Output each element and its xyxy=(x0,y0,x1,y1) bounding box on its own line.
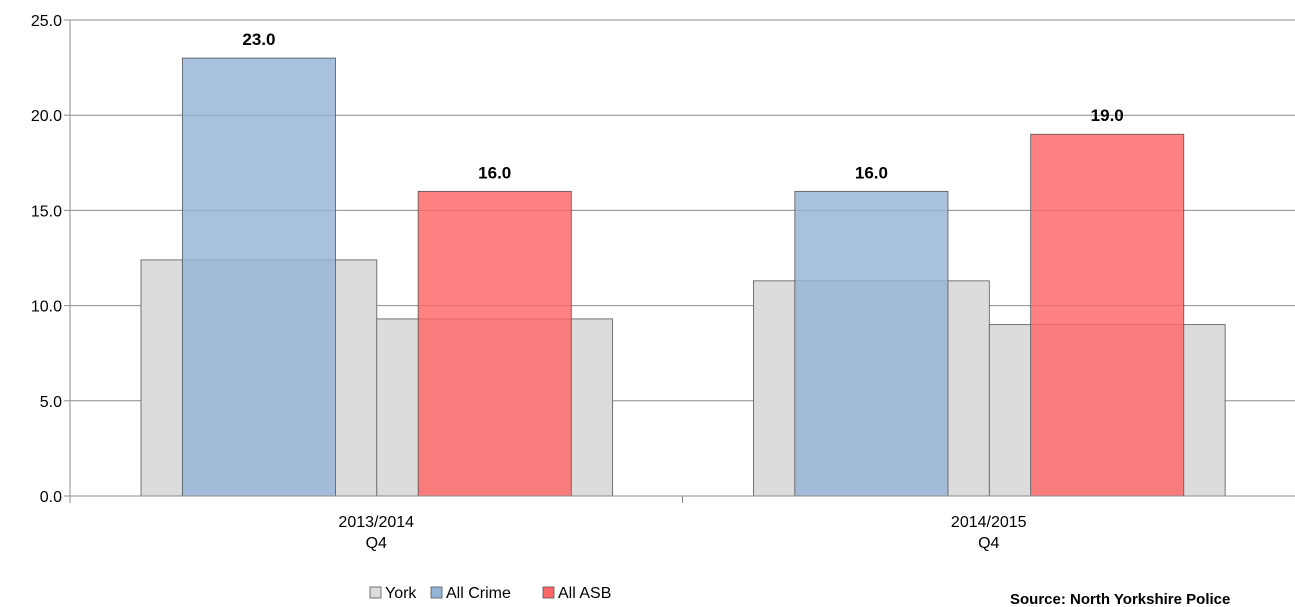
y-tick-label-4: 20.0 xyxy=(31,108,62,125)
legend-swatch-1 xyxy=(430,586,443,599)
bar-series-1-0 xyxy=(417,190,572,497)
y-axis: 0.0 5.0 10.0 15.0 20.0 25.0 xyxy=(31,13,71,506)
legend-label-0: York xyxy=(385,585,417,602)
data-label-1-0: 16.0 xyxy=(478,163,511,182)
bar-series-1-1 xyxy=(1030,133,1185,497)
bar-series-0-0 xyxy=(181,57,336,497)
x-category-label-1-1: Q4 xyxy=(978,535,999,552)
legend-label-1: All Crime xyxy=(446,585,511,602)
legend-label-2: All ASB xyxy=(558,585,611,602)
x-category-label-0-1: Q4 xyxy=(366,535,387,552)
y-tick-label-0: 0.0 xyxy=(40,489,62,506)
y-tick-label-3: 15.0 xyxy=(31,203,62,220)
data-labels: 23.0 16.0 16.0 19.0 xyxy=(242,30,1123,182)
data-label-0-1: 16.0 xyxy=(855,163,888,182)
plot-bars xyxy=(140,57,1226,497)
x-axis: 2013/2014 Q4 2014/2015 Q4 xyxy=(69,495,1295,552)
legend-swatch-0 xyxy=(369,586,382,599)
data-label-1-1: 19.0 xyxy=(1091,106,1124,125)
y-tick-label-2: 10.0 xyxy=(31,299,62,316)
legend: York All Crime All ASB xyxy=(369,585,611,602)
data-label-0-0: 23.0 xyxy=(242,30,275,49)
bar-series-0-1 xyxy=(794,190,949,497)
y-tick-label-5: 25.0 xyxy=(31,13,62,30)
y-tick-label-1: 5.0 xyxy=(40,394,62,411)
x-category-label-1-0: 2014/2015 xyxy=(951,514,1027,531)
legend-swatch-2 xyxy=(542,586,555,599)
source-note: Source: North Yorkshire Police xyxy=(1010,591,1230,607)
x-category-label-0-0: 2013/2014 xyxy=(338,514,414,531)
